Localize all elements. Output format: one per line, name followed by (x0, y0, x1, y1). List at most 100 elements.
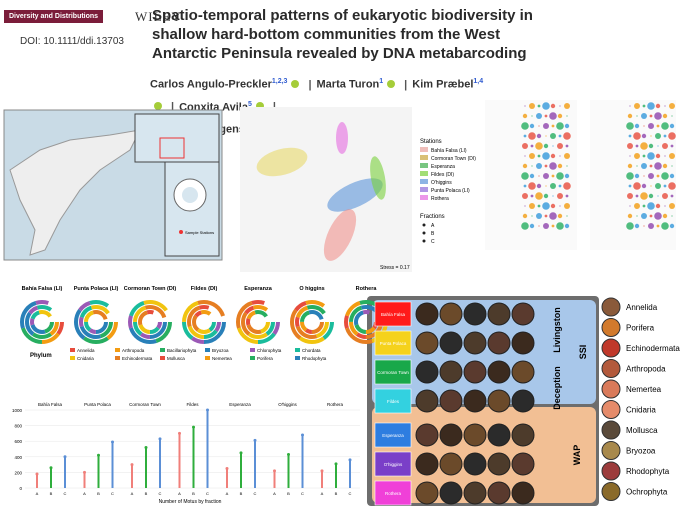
donut-segment (128, 300, 172, 344)
donut-segment (236, 300, 280, 344)
bubble (636, 215, 638, 217)
bubble (564, 123, 570, 129)
station-button (374, 480, 412, 506)
specimen-photo (487, 331, 511, 355)
taxon-photo (601, 379, 621, 399)
bubble (543, 193, 549, 199)
specimen-photo (511, 360, 535, 384)
station-button (374, 422, 412, 448)
bubble (558, 134, 562, 138)
bubble (626, 172, 634, 180)
donut-segment (241, 305, 275, 339)
bar-tip (158, 437, 162, 441)
bubble (656, 174, 660, 178)
legend-key (70, 348, 75, 352)
taxon-label: Rhodophyta (626, 467, 670, 476)
y-tick-label: 400 (14, 455, 22, 460)
map-land (9, 129, 141, 256)
specimen-photo (439, 389, 463, 413)
bubble (641, 133, 647, 139)
donut-segment (30, 310, 54, 334)
donut-segment (74, 300, 118, 344)
bubble (564, 203, 570, 209)
region-label: SSI (578, 345, 588, 360)
bubble (655, 203, 661, 209)
bubble (655, 103, 661, 109)
bubble (661, 122, 669, 130)
bubble (642, 204, 646, 208)
bubble (647, 202, 655, 210)
bubble (649, 214, 653, 218)
bubble (633, 182, 641, 190)
bubble (551, 224, 555, 228)
stress-label: Stress = 0.17 (380, 265, 410, 271)
donut-segment (192, 310, 216, 334)
donut-segment (236, 300, 280, 344)
donut-segment (349, 305, 383, 339)
bubble (634, 173, 640, 179)
affiliation: 5 (247, 100, 252, 108)
bar-tip (63, 455, 67, 459)
donut-segment (25, 305, 59, 339)
bar-tip (130, 463, 134, 467)
donut-segment (300, 310, 324, 334)
bar-tip (206, 408, 209, 412)
legend-label: Bahía Falsa (LI) (431, 148, 467, 154)
legend-key (420, 171, 428, 176)
donut-segment (138, 310, 162, 334)
specimen-photo (415, 331, 439, 355)
ellipse (336, 122, 348, 154)
bubble (531, 115, 533, 117)
station-button (374, 301, 412, 327)
publisher: WILEY (135, 9, 182, 24)
y-tick-label: 800 (14, 424, 22, 429)
bubble (636, 165, 638, 167)
donut-segment (344, 300, 388, 344)
bubble (649, 114, 653, 118)
bubble (657, 145, 659, 147)
specimen-photo (463, 481, 487, 505)
donut-segment (290, 300, 334, 344)
bubble (648, 193, 654, 199)
bubble (536, 113, 542, 119)
station-label: Bahía Falsa (381, 312, 406, 317)
bubble (544, 214, 548, 218)
bubble (634, 203, 640, 209)
bubble (640, 142, 648, 150)
panel-title: Punta Polaca (84, 402, 111, 407)
bubble (552, 145, 554, 147)
bubble (563, 182, 571, 190)
taxon-photo (601, 400, 621, 419)
caldera (182, 187, 198, 203)
panel-title: Rothera (327, 402, 344, 407)
author-name: Kim Præbel (412, 78, 474, 91)
donut-segment (84, 310, 108, 334)
bubble (558, 184, 562, 188)
bubble (641, 213, 647, 219)
taxon-label: Annelida (626, 303, 658, 312)
donut-segment (187, 305, 221, 339)
legend-label: Chordata (302, 348, 321, 353)
donut-segment (192, 310, 216, 334)
donut-segment (300, 310, 324, 334)
bubble (626, 122, 634, 130)
donut-segment (30, 310, 54, 334)
bubble (628, 134, 632, 138)
x-tick-label: A (321, 491, 324, 496)
donut-segment (133, 305, 167, 339)
bubble (529, 123, 535, 129)
bubble (635, 194, 639, 198)
donut-segment (246, 310, 270, 334)
x-tick-label: B (50, 491, 53, 496)
bubble (538, 225, 540, 227)
bubble (648, 143, 654, 149)
donut-segment (182, 300, 226, 344)
x-tick-label: B (145, 491, 148, 496)
station-label: Fildes (387, 399, 400, 404)
legend-label: Arthropoda (122, 348, 145, 353)
donut-segment (236, 300, 280, 344)
bubble (634, 103, 640, 109)
taxon-label: Bryozoa (626, 447, 656, 456)
bubble (627, 113, 633, 119)
